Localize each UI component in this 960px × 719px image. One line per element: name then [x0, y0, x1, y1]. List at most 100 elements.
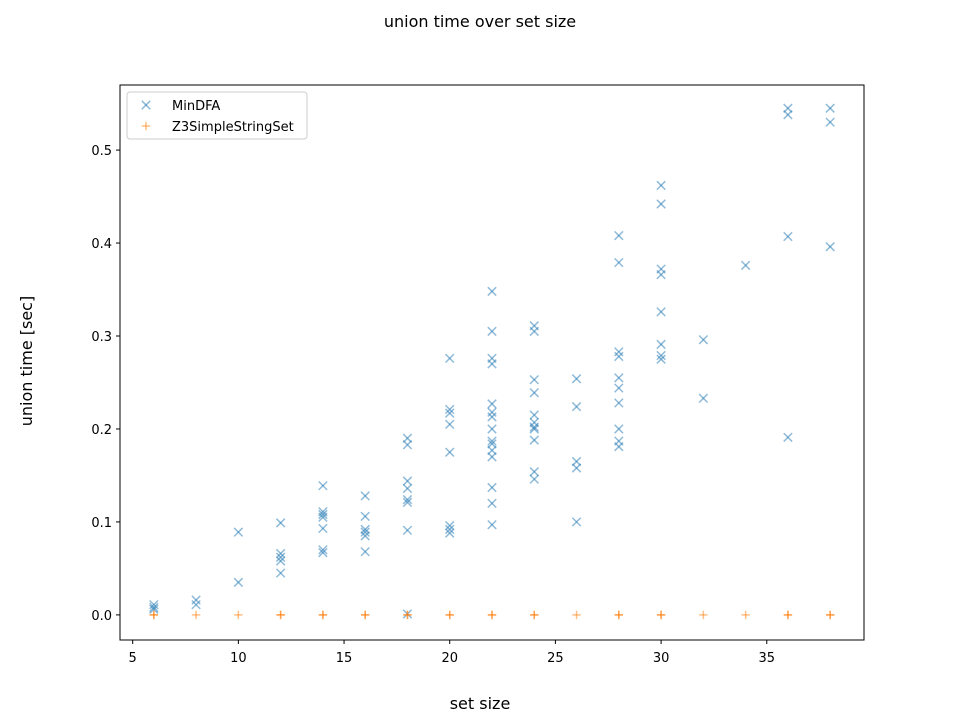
- y-tick-label: 0.3: [91, 330, 112, 345]
- data-point: [698, 334, 709, 345]
- data-point: [825, 242, 835, 252]
- data-point: [318, 480, 328, 491]
- data-point: [318, 523, 328, 534]
- data-point: [444, 447, 455, 457]
- data-point: [149, 610, 159, 620]
- data-point: [444, 353, 455, 364]
- data-point: [360, 491, 370, 501]
- data-point: [360, 511, 370, 522]
- y-tick-label: 0.2: [91, 423, 112, 438]
- data-point: [318, 547, 328, 558]
- data-point: [571, 463, 582, 473]
- data-point: [571, 517, 582, 527]
- data-point: [444, 419, 455, 430]
- data-point: [233, 577, 244, 588]
- data-point: [275, 556, 286, 566]
- series-1: [149, 103, 835, 619]
- data-point: [487, 407, 497, 417]
- data-point: [529, 467, 540, 477]
- y-tick-label: 0.4: [91, 237, 112, 252]
- data-point: [741, 610, 750, 620]
- data-point: [614, 398, 624, 408]
- data-point: [698, 393, 709, 404]
- data-point: [487, 424, 497, 434]
- x-tick-label: 5: [129, 651, 137, 666]
- data-point: [487, 286, 497, 297]
- data-point: [402, 494, 413, 505]
- data-point: [656, 307, 666, 317]
- data-point: [402, 440, 413, 450]
- data-point: [783, 432, 793, 443]
- x-tick-label: 25: [547, 651, 564, 666]
- data-point: [529, 474, 540, 484]
- x-tick-label: 20: [441, 651, 458, 666]
- data-point: [487, 359, 497, 369]
- data-point: [529, 435, 540, 445]
- x-tick-label: 15: [336, 651, 353, 666]
- legend-marker: [141, 121, 151, 131]
- data-point: [275, 518, 286, 528]
- data-point: [614, 373, 624, 383]
- data-point: [360, 527, 370, 537]
- legend-marker: [141, 100, 151, 110]
- data-point: [656, 350, 666, 361]
- legend-box: [126, 91, 308, 140]
- data-point: [699, 610, 708, 620]
- data-point: [571, 401, 582, 412]
- data-point: [571, 374, 582, 384]
- data-point: [444, 404, 455, 415]
- data-point: [825, 103, 835, 113]
- data-point: [318, 610, 328, 620]
- data-point: [614, 230, 624, 241]
- data-point: [318, 512, 328, 523]
- chart-title: union time over set size: [384, 12, 576, 31]
- x-tick-label: 35: [758, 651, 775, 666]
- y-axis: 0.0 0.1 0.2 0.3 0.4 0.5: [91, 144, 120, 624]
- data-point: [614, 441, 624, 452]
- legend-label: Z3SimpleStringSet: [172, 120, 294, 135]
- data-point: [191, 595, 201, 605]
- data-point: [487, 452, 497, 462]
- data-point: [530, 610, 539, 620]
- data-point: [275, 552, 286, 562]
- data-point: [614, 424, 624, 434]
- data-point: [233, 527, 244, 537]
- data-point: [572, 610, 581, 620]
- x-tick-label: 30: [653, 651, 670, 666]
- data-point: [825, 117, 835, 127]
- data-point: [445, 610, 454, 620]
- data-point: [783, 610, 793, 620]
- data-point: [740, 260, 751, 271]
- data-point: [402, 483, 413, 494]
- data-point: [656, 180, 666, 191]
- data-point: [614, 347, 624, 357]
- data-point: [656, 339, 666, 350]
- y-tick-label: 0.0: [91, 609, 112, 624]
- data-point: [360, 546, 370, 557]
- data-point: [191, 599, 201, 610]
- data-point: [529, 326, 540, 337]
- data-point: [275, 548, 286, 559]
- data-point: [403, 610, 412, 620]
- plot-area: [149, 103, 835, 620]
- x-tick-label: 10: [230, 651, 247, 666]
- data-point: [149, 602, 159, 613]
- data-point: [234, 610, 243, 620]
- data-point: [444, 520, 455, 531]
- data-point: [529, 387, 540, 398]
- data-point: [656, 354, 666, 364]
- data-point: [487, 326, 497, 337]
- data-point: [487, 610, 497, 620]
- data-point: [783, 231, 793, 242]
- data-point: [487, 412, 497, 422]
- data-point: [487, 519, 497, 530]
- data-point: [275, 568, 286, 578]
- data-point: [825, 610, 835, 620]
- data-point: [614, 383, 624, 393]
- plot-frame: [119, 84, 865, 641]
- data-point: [783, 110, 793, 120]
- y-tick-label: 0.1: [91, 516, 112, 531]
- legend-label: MinDFA: [172, 99, 220, 114]
- data-point: [360, 531, 370, 541]
